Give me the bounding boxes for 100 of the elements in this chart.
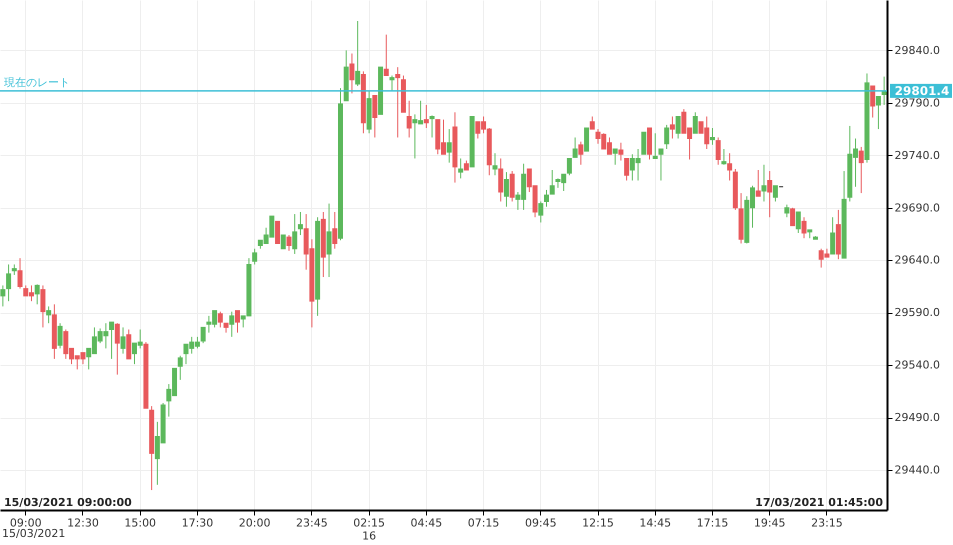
x-tick-label: 12:15 (582, 516, 614, 530)
candlestick (389, 75, 394, 92)
candlestick (544, 189, 550, 208)
y-tick-label: 29640.0 (894, 254, 940, 267)
y-tick-label: 29790.0 (894, 96, 940, 110)
x-tick-label: 17:15 (696, 516, 728, 530)
candlestick (716, 136, 721, 166)
candlestick (858, 146, 864, 194)
candlestick (670, 116, 675, 140)
candlestick (641, 132, 646, 155)
x-tick-label: 19:45 (754, 516, 786, 530)
x-tick-label: 04:45 (410, 516, 442, 530)
candlestick (784, 204, 790, 218)
candlestick (12, 264, 17, 276)
candlestick (34, 284, 40, 305)
x-tick-label: 20:00 (238, 516, 271, 530)
x-tick-label: 07:15 (468, 516, 500, 530)
x-tick-label: 23:45 (296, 516, 328, 530)
candlestick (286, 234, 292, 252)
candlestick (430, 114, 435, 138)
candlestick (326, 203, 332, 278)
text: 29801.4 (894, 84, 950, 98)
candlestick (566, 158, 572, 176)
candlestick (372, 94, 378, 138)
annotation: 15/03/2021 09:00:00 (4, 496, 132, 509)
y-tick-label: 29440.0 (894, 464, 940, 477)
candlestick (721, 148, 726, 166)
candlestick (572, 136, 578, 158)
candlestick (692, 112, 698, 134)
candlestick (618, 142, 624, 162)
candlestick (756, 170, 761, 197)
x-tick-label: 14:45 (639, 516, 672, 530)
candlestick (790, 207, 796, 226)
candlestick (624, 158, 630, 181)
candlestick (120, 326, 126, 354)
candlestick (492, 152, 498, 176)
candlestick (612, 148, 618, 166)
candlestick (275, 220, 280, 244)
candlestick (584, 128, 590, 152)
candlestick (234, 310, 240, 334)
x-tick-label: 23:15 (811, 516, 843, 530)
candlestick (772, 185, 778, 202)
candlestick (178, 355, 183, 380)
candlestick (6, 264, 12, 302)
candlestick (590, 116, 595, 130)
candlestick (395, 66, 400, 138)
candlestick (498, 158, 504, 202)
y-tick-label: 29590.0 (894, 306, 940, 320)
candlestick (664, 124, 670, 150)
candlestick (384, 34, 389, 76)
candlestick (504, 172, 509, 208)
candlestick (464, 160, 469, 170)
candlestick (658, 148, 664, 181)
candlestick (40, 284, 46, 328)
y-tick-label: 29740.0 (894, 148, 940, 162)
candlestick (458, 158, 464, 179)
candlestick (710, 128, 715, 146)
candlestick (114, 322, 120, 376)
candlestick (870, 86, 876, 118)
candlestick (761, 164, 766, 202)
candlestick (18, 258, 23, 290)
candlestick (424, 104, 429, 129)
candlestick (46, 306, 52, 324)
y-tick-label: 29690.0 (894, 201, 940, 214)
candlestick (406, 100, 412, 138)
candlestick (332, 211, 338, 250)
candlestick (550, 170, 555, 195)
candlestick (109, 322, 114, 360)
x-tick-label: 12:30 (67, 516, 99, 530)
candlestick (830, 216, 836, 254)
y-tick-label: 29540.0 (894, 358, 940, 372)
candlestick (349, 53, 354, 94)
candlestick (876, 96, 881, 130)
candlestick (218, 311, 223, 328)
ref-line-label: 現在のレート (4, 76, 70, 89)
y-tick-label: 29490.0 (894, 411, 940, 424)
candlestick (229, 311, 234, 338)
x-tick-label: 17:30 (182, 516, 214, 530)
candlestick (0, 284, 6, 307)
candlestick (538, 200, 544, 223)
candlestick (224, 322, 229, 334)
candlestick (578, 141, 584, 166)
x-tick-label: 09:45 (524, 516, 557, 530)
candlestick (355, 20, 360, 87)
x-tick-label: 09:00 (10, 516, 42, 530)
x-tick-label: 02:15 16 (353, 516, 385, 542)
y-tick-label: 29840.0 (894, 44, 940, 57)
text: 15/03/2021 (2, 527, 66, 540)
candlestick (298, 211, 303, 236)
candlestick (796, 211, 801, 234)
candlestick (727, 152, 732, 181)
candlestick (58, 322, 63, 349)
candlestick (652, 132, 658, 159)
candlestick (802, 216, 807, 239)
candlestick (200, 326, 206, 344)
candlestick (252, 248, 258, 265)
annotation: 17/03/2021 01:45:00 (755, 496, 884, 509)
candlestick (280, 234, 286, 250)
candlestick (446, 128, 452, 164)
x-tick-label: 15:00 (124, 516, 156, 530)
